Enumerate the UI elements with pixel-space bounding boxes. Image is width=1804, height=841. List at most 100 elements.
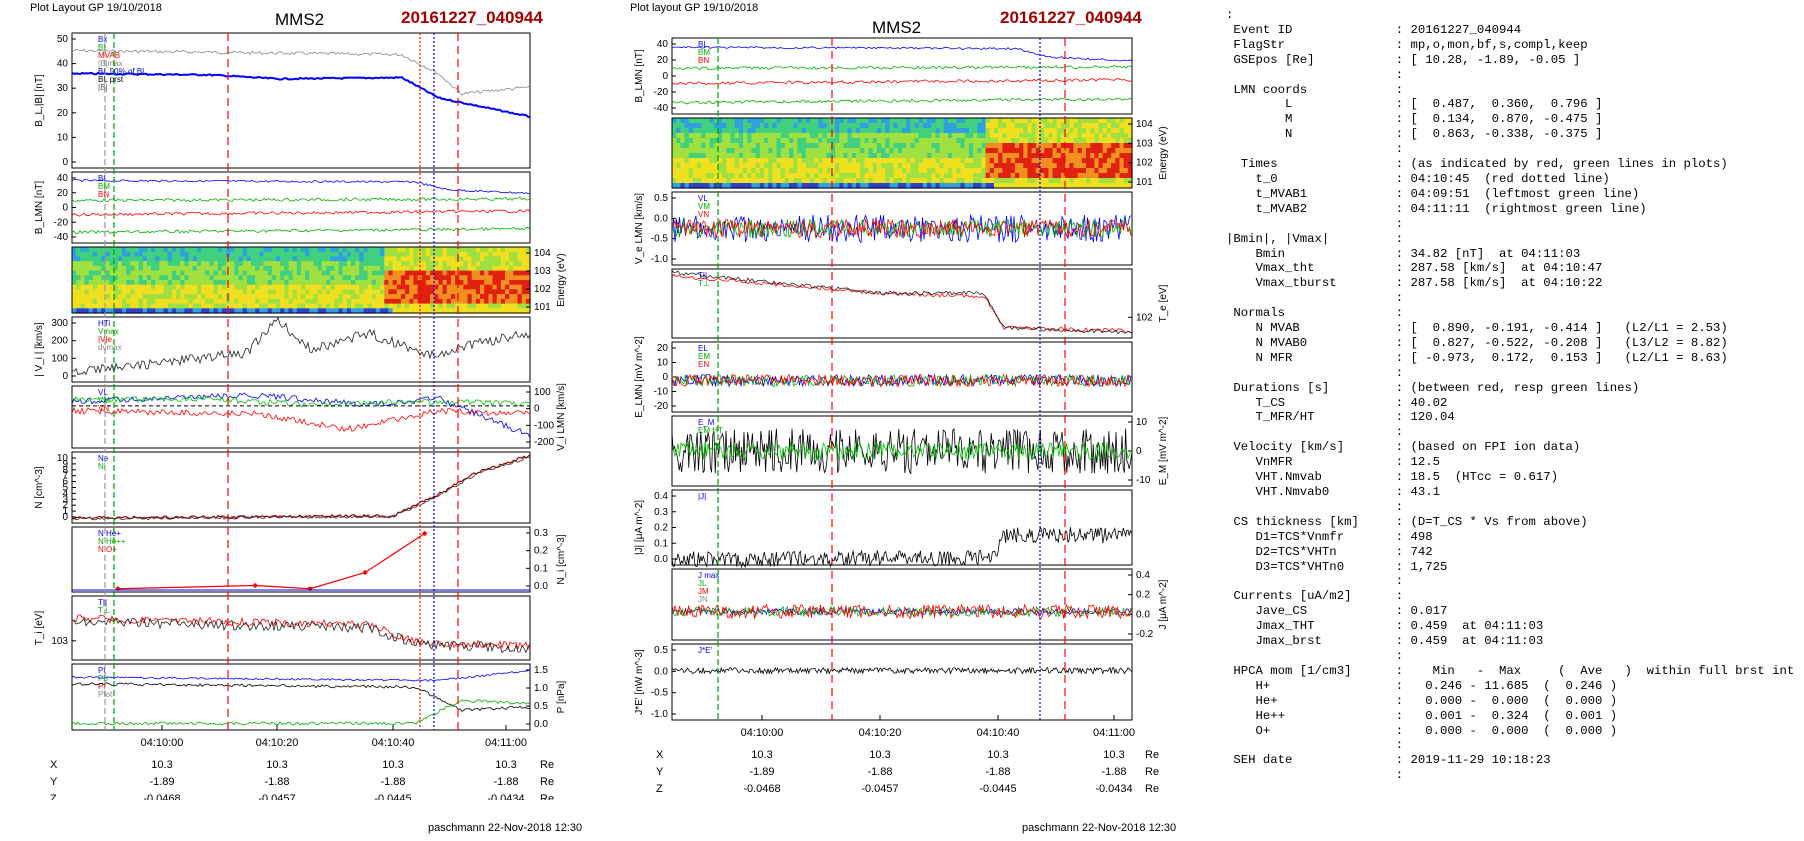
spectrogram-cell	[801, 148, 807, 154]
info-line: T_CS : 40.02	[1226, 395, 1448, 410]
spectrogram-cell	[400, 289, 406, 295]
spectrogram-cell	[255, 270, 260, 276]
spectrogram-cell	[797, 138, 803, 144]
spectrogram-cell	[922, 148, 928, 154]
spectrogram-cell	[463, 308, 469, 314]
spectrogram-cell	[709, 178, 715, 184]
spectrogram-cell	[906, 183, 911, 189]
spectrogram-cell	[722, 153, 727, 159]
spectrogram-cell	[226, 289, 231, 295]
spectrogram-cell	[163, 280, 169, 286]
spectrogram-cell	[400, 261, 406, 267]
left-header: Plot Layout GP 19/10/2018	[30, 2, 162, 14]
spectrogram-cell	[776, 158, 782, 164]
spectrogram-cell	[885, 173, 891, 179]
spectrogram-cell	[697, 118, 702, 124]
spectrogram-cell	[709, 168, 715, 174]
spectrogram-cell	[484, 251, 489, 257]
spectrogram-cell	[296, 251, 302, 257]
spectrogram-cell	[205, 265, 210, 272]
x-tick-label: 04:10:00	[141, 737, 184, 749]
legend-entry: N He++	[98, 537, 126, 546]
spectrogram-cell	[122, 308, 127, 314]
spectrogram-cell	[688, 153, 694, 159]
spectrogram-cell	[797, 163, 803, 169]
spectrogram-cell	[176, 280, 181, 286]
spectrogram-cell	[80, 303, 86, 309]
spectrogram-cell	[697, 183, 702, 189]
spectrogram-cell	[1106, 148, 1112, 154]
spectrogram-cell	[113, 308, 119, 314]
y-tick-label: 0.5	[654, 645, 668, 656]
spectrogram-cell	[97, 261, 102, 267]
spectrogram-cell	[367, 265, 373, 272]
spectrogram-cell	[346, 275, 352, 281]
spectrogram-cell	[1077, 183, 1083, 189]
spectrogram-cell	[985, 143, 991, 149]
spectrogram-cell	[513, 261, 519, 267]
spectrogram-cell	[213, 303, 219, 309]
spectrogram-cell	[672, 183, 677, 189]
spectrogram-cell	[952, 118, 957, 124]
spectrogram-cell	[205, 294, 210, 300]
spectrogram-cell	[276, 247, 281, 253]
spectrogram-cell	[1065, 158, 1070, 164]
spectrogram-cell	[267, 247, 273, 253]
spectrogram-cell	[688, 168, 694, 174]
spectrogram-cell	[284, 256, 290, 262]
spectrogram-cell	[918, 158, 924, 164]
spectrogram-cell	[500, 247, 506, 253]
spectrogram-cell	[1106, 178, 1112, 184]
series-line	[671, 214, 1132, 244]
info-line: :	[1226, 768, 1404, 783]
spectrogram-cell	[122, 289, 127, 295]
spectrogram-cell	[722, 163, 727, 169]
spectrogram-cell	[409, 256, 415, 262]
spectrogram-cell	[221, 284, 227, 290]
spectrogram-cell	[280, 303, 285, 309]
spectrogram-cell	[509, 256, 514, 262]
spectrogram-cell	[1052, 163, 1058, 169]
spectrogram-cell	[772, 158, 778, 164]
spectrogram-cell	[442, 261, 448, 267]
spectrogram-cell	[730, 163, 736, 169]
spectrogram-cell	[500, 303, 506, 309]
spectrogram-cell	[180, 247, 186, 253]
spectrogram-cell	[676, 138, 681, 144]
spectrogram-cell	[805, 163, 811, 169]
spectrogram-cell	[985, 133, 991, 139]
spectrogram-cell	[400, 284, 406, 290]
spectrogram-cell	[351, 303, 356, 309]
info-line: t_MVAB1 : 04:09:51 (leftmost green line)	[1226, 186, 1640, 201]
spectrogram-cell	[784, 143, 790, 149]
spectrogram-cell	[201, 256, 206, 262]
spectrogram-cell	[463, 280, 469, 286]
spectrogram-cell	[309, 247, 315, 253]
spectrogram-cell	[259, 270, 265, 276]
spectrogram-cell	[897, 153, 903, 159]
spectrogram-cell	[317, 256, 323, 262]
spectrogram-cell	[525, 298, 531, 305]
spectrogram-cell	[1081, 133, 1087, 139]
spectrogram-cell	[868, 118, 874, 124]
spectrogram-cell	[138, 265, 144, 272]
spectrogram-cell	[818, 128, 824, 134]
spectrogram-cell	[764, 138, 769, 144]
spectrogram-cell	[151, 298, 156, 305]
y-tick-label: 6	[62, 477, 68, 488]
spectrogram-cell	[1019, 173, 1024, 179]
spectrogram-cell	[442, 247, 448, 253]
spectrogram-cell	[1073, 143, 1079, 149]
spectrogram-cell	[1094, 173, 1100, 179]
spectrogram-cell	[251, 294, 256, 300]
spectrogram-cell	[1056, 168, 1062, 174]
spectrogram-cell	[893, 158, 899, 164]
spectrogram-cell	[985, 158, 991, 164]
spectrogram-cell	[843, 183, 849, 189]
spectrogram-cell	[255, 294, 260, 300]
info-line: Times : (as indicated by red, green line…	[1226, 157, 1728, 172]
spectrogram-cell	[367, 251, 373, 257]
spectrogram-cell	[793, 178, 799, 184]
spectrogram-cell	[1119, 168, 1125, 174]
